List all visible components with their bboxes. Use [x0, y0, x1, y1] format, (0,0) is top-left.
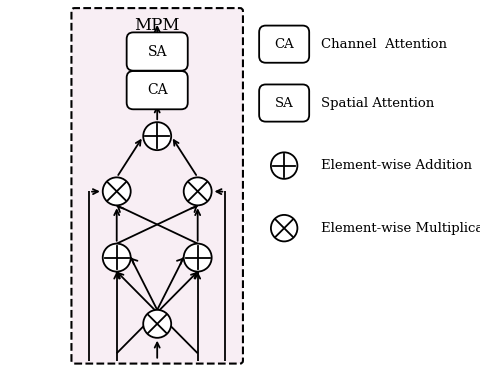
Text: CA: CA — [147, 83, 168, 97]
FancyBboxPatch shape — [127, 71, 188, 109]
Text: CA: CA — [274, 38, 294, 51]
Circle shape — [143, 122, 171, 150]
Text: Spatial Attention: Spatial Attention — [321, 96, 434, 110]
Circle shape — [143, 310, 171, 338]
Text: Element-wise Addition: Element-wise Addition — [321, 159, 472, 172]
FancyBboxPatch shape — [72, 8, 243, 364]
Text: Channel  Attention: Channel Attention — [321, 38, 447, 51]
Circle shape — [271, 152, 298, 179]
Circle shape — [103, 244, 131, 272]
FancyBboxPatch shape — [259, 85, 309, 121]
Text: SA: SA — [147, 45, 167, 59]
Text: MPM: MPM — [134, 17, 180, 34]
Text: SA: SA — [275, 96, 294, 110]
Circle shape — [103, 177, 131, 205]
FancyBboxPatch shape — [259, 26, 309, 63]
Circle shape — [184, 177, 212, 205]
FancyBboxPatch shape — [127, 32, 188, 71]
Circle shape — [271, 215, 298, 241]
Circle shape — [184, 244, 212, 272]
Text: Element-wise Multiplication: Element-wise Multiplication — [321, 222, 480, 235]
